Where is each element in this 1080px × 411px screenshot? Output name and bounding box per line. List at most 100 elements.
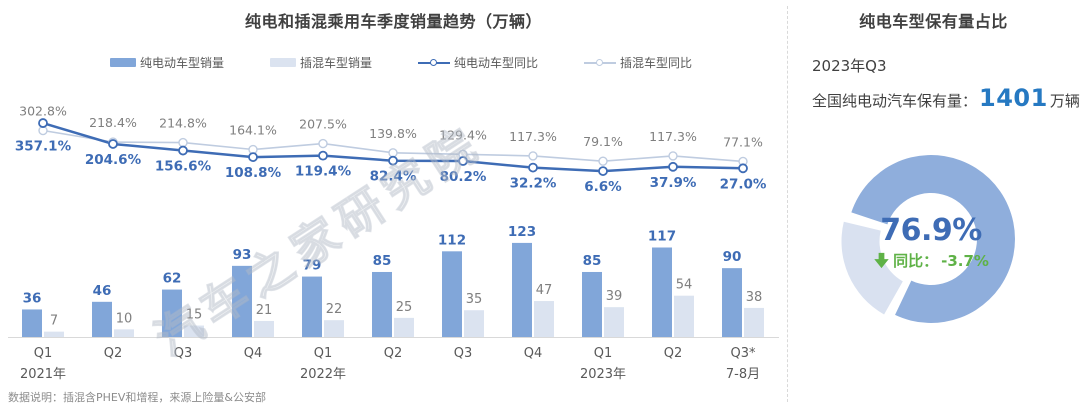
bev-bar-label: 79 (303, 258, 322, 274)
phev-line-marker (388, 148, 398, 158)
bev-line-marker (38, 118, 48, 128)
legend-label: 插混车型销量 (300, 56, 373, 70)
bev-yoy-label: 357.1% (15, 139, 72, 155)
phev-line-marker (528, 151, 538, 161)
bev-bar (582, 271, 602, 337)
bev-yoy-label: 37.9% (650, 175, 697, 191)
legend-line-swatch (584, 58, 617, 67)
x-axis-label: Q2 (664, 346, 683, 361)
bev-bar (22, 309, 42, 337)
bev-bar-label: 123 (508, 224, 536, 240)
bev-line-marker (458, 156, 468, 166)
phev-bar-label: 35 (466, 292, 483, 307)
legend-bar-swatch (270, 58, 297, 67)
bev-yoy-label: 27.0% (720, 176, 767, 192)
legend-item-1: 插混车型销量 (270, 54, 372, 71)
phev-line-marker (318, 138, 328, 149)
phev-bar (324, 320, 344, 337)
legend-item-2: 纯电动车型同比 (418, 54, 538, 71)
period-label: 2023年Q3 (812, 57, 887, 75)
x-axis-label: Q3* (730, 346, 756, 361)
x-axis-label: Q4 (244, 346, 263, 361)
bev-line-marker (108, 139, 118, 149)
bev-bar-label: 85 (373, 253, 392, 269)
bev-line-marker (318, 150, 328, 161)
phev-yoy-label: 139.8% (369, 126, 417, 141)
holdings-panel: 纯电车型保有量占比 2023年Q3 全国纯电动汽车保有量： 1401 万辆 76… (787, 0, 1080, 411)
x-axis-label: Q2 (384, 346, 403, 361)
bev-line-marker (738, 163, 748, 174)
legend-label: 纯电动车型同比 (454, 56, 539, 70)
bev-bar-label: 62 (163, 271, 182, 287)
chart-legend: 纯电动车型销量 插混车型销量 纯电动车型同比 插混车型同比 (110, 54, 692, 71)
year-label: 7-8月 (726, 367, 760, 382)
phev-bar-label: 22 (326, 302, 343, 317)
phev-bar (674, 295, 694, 337)
phev-bar (604, 307, 624, 337)
bev-bar-label: 117 (648, 228, 676, 244)
donut-other-segment (841, 221, 903, 315)
bev-line-marker (528, 162, 538, 173)
x-axis-label: Q4 (524, 346, 543, 361)
data-note: 数据说明：插混含PHEV和增程，来源上险量&公安部 (8, 391, 266, 404)
legend-bar-swatch (110, 58, 136, 67)
legend-label: 插混车型同比 (620, 56, 693, 70)
sales-trend-chart: 36 7 Q1 46 10 Q2 62 15 Q3 93 21 Q4 79 22 Q1 85 25 Q2 112 35… (8, 104, 779, 382)
bev-yoy-label: 6.6% (584, 179, 622, 195)
phev-line-marker (178, 137, 188, 148)
phev-line-marker (598, 156, 608, 166)
bev-yoy-label: 156.6% (155, 159, 212, 175)
phev-bar-label: 10 (116, 311, 133, 326)
x-axis-label: Q3 (174, 346, 193, 361)
holdings-value: 1401 (979, 84, 1048, 112)
legend-item-0: 纯电动车型销量 (110, 54, 224, 71)
phev-yoy-label: 207.5% (299, 117, 347, 132)
phev-line-marker (668, 151, 678, 161)
bev-bar-label: 46 (93, 283, 112, 299)
bev-bar (232, 265, 252, 337)
phev-bar (184, 325, 204, 337)
phev-bar (394, 317, 414, 337)
bev-yoy-label: 204.6% (85, 152, 142, 168)
phev-bar-label: 25 (396, 300, 413, 315)
phev-bar-label: 15 (186, 308, 203, 323)
phev-bar (534, 301, 554, 337)
phev-bar-label: 21 (256, 303, 273, 318)
bev-yoy-label: 32.2% (510, 176, 557, 192)
phev-bar (464, 310, 484, 337)
bev-bar-label: 90 (723, 249, 742, 265)
x-axis-label: Q2 (104, 346, 123, 361)
bev-bar-label: 85 (583, 253, 602, 269)
phev-bar (254, 320, 274, 337)
bev-line-marker (598, 166, 608, 176)
phev-yoy-label: 79.1% (583, 134, 623, 149)
year-label: 2022年 (300, 367, 346, 382)
phev-bar-label: 39 (606, 289, 623, 304)
bev-bar (162, 289, 182, 337)
left-chart-title: 纯电和插混乘用车季度销量趋势（万辆） (244, 12, 542, 31)
holdings-line: 全国纯电动汽车保有量： 1401 万辆 (812, 84, 1080, 112)
bev-line-marker (178, 145, 188, 156)
bev-bar (652, 247, 672, 337)
holdings-donut-chart (841, 155, 1015, 324)
phev-yoy-label: 164.1% (229, 123, 277, 138)
bev-bar (442, 251, 462, 337)
phev-yoy-label: 218.4% (89, 115, 137, 130)
x-axis-label: Q3 (454, 346, 473, 361)
bev-line-marker (388, 155, 398, 166)
phev-bar (114, 329, 134, 337)
phev-yoy-label: 77.1% (723, 134, 763, 149)
bev-line-marker (248, 152, 258, 162)
bev-line-marker (668, 161, 678, 172)
bev-yoy-label: 119.4% (295, 164, 352, 180)
x-axis-label: Q1 (34, 346, 53, 361)
donut-bev-segment (851, 155, 1015, 324)
phev-bar-label: 38 (746, 290, 763, 305)
legend-line-swatch (418, 58, 451, 67)
phev-yoy-label: 117.3% (509, 129, 557, 144)
phev-yoy-label: 117.3% (649, 129, 697, 144)
bev-bar-label: 112 (438, 232, 466, 248)
holdings-label: 全国纯电动汽车保有量： (812, 92, 978, 110)
bev-bar-label: 93 (233, 247, 252, 263)
phev-bar (744, 307, 764, 337)
